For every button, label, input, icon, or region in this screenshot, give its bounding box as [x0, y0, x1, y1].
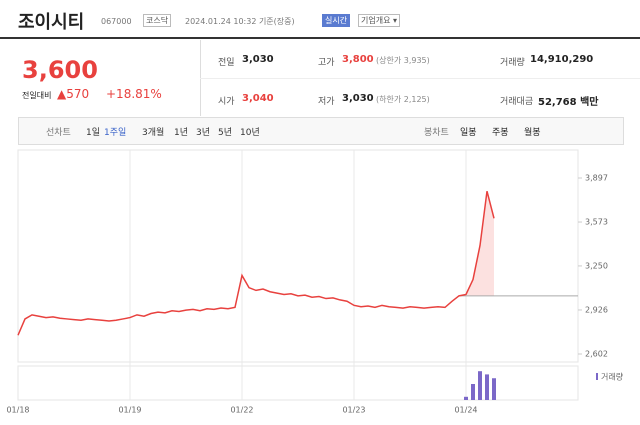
- stat-value: 52,768 백만: [538, 97, 599, 108]
- change: ▲570: [57, 87, 90, 101]
- stat-value: 3,800: [342, 54, 374, 65]
- price: 3,600: [22, 56, 98, 84]
- stat-label: 저가: [318, 97, 335, 107]
- y-tick-label: 3,897: [585, 174, 608, 183]
- stock-name: 조이시티: [18, 12, 85, 33]
- x-tick-label: 01/19: [118, 406, 141, 415]
- legend-swatch: [596, 373, 598, 380]
- x-tick-label: 01/24: [454, 406, 477, 415]
- volume-bar: [464, 396, 468, 400]
- stat-label: 거래대금: [500, 97, 534, 107]
- stock-code: 067000: [101, 17, 132, 26]
- divider: [0, 37, 640, 39]
- divider: [200, 78, 640, 79]
- tabs-label[interactable]: 선차트: [46, 128, 71, 138]
- market-badge: 코스닥: [143, 14, 172, 27]
- stat-note: (상한가 3,935): [376, 56, 430, 65]
- volume-bar: [471, 384, 475, 400]
- stat-note: (하한가 2,125): [376, 95, 430, 104]
- company-button[interactable]: 기업개요 ▾: [358, 14, 400, 27]
- tab-period[interactable]: 10년: [240, 128, 260, 138]
- stat-label: 전일: [218, 58, 235, 68]
- tab-period[interactable]: 월봉: [524, 128, 541, 138]
- x-tick-label: 01/22: [230, 406, 253, 415]
- timestamp: 2024.01.24 10:32 기준(장중): [185, 17, 295, 26]
- tab-period[interactable]: 3개월: [142, 128, 165, 138]
- change-label: 전일대비: [22, 91, 52, 100]
- gain-area: [459, 191, 494, 296]
- plot-frame: [17, 149, 579, 363]
- volume-bar: [492, 378, 496, 400]
- stat-label: 고가: [318, 58, 335, 68]
- tab-period[interactable]: 5년: [218, 128, 233, 138]
- stat-value: 14,910,290: [530, 54, 594, 65]
- x-tick-label: 01/23: [342, 406, 365, 415]
- volume-bar: [485, 374, 489, 400]
- price-line: [17, 190, 495, 336]
- y-tick-label: 3,250: [585, 261, 608, 270]
- stat-value: 3,030: [342, 93, 374, 104]
- tab-period[interactable]: 일봉: [460, 128, 477, 138]
- tab-period[interactable]: 3년: [196, 128, 211, 138]
- y-tick-label: 2,926: [585, 305, 608, 314]
- realtime-badge[interactable]: 실시간: [322, 14, 351, 27]
- stat-label: 거래량: [500, 58, 525, 68]
- stat-label: 시가: [218, 97, 235, 107]
- tab-period[interactable]: 1일: [86, 128, 101, 138]
- change-pct: +18.81%: [106, 87, 162, 101]
- tab-bar: [18, 117, 624, 145]
- tab-period[interactable]: 1주일: [104, 128, 127, 138]
- legend-label: 거래량: [601, 372, 624, 382]
- y-tick-label: 2,602: [585, 350, 608, 359]
- tab-period[interactable]: 1년: [174, 128, 189, 138]
- x-tick-label: 01/18: [6, 406, 29, 415]
- stat-value: 3,040: [242, 93, 274, 104]
- stat-value: 3,030: [242, 54, 274, 65]
- tab-period[interactable]: 주봉: [492, 128, 509, 138]
- volume-frame: [17, 365, 579, 401]
- tabs-label[interactable]: 봉차트: [424, 128, 449, 138]
- y-tick-label: 3,573: [585, 218, 608, 227]
- volume-bar: [478, 371, 482, 400]
